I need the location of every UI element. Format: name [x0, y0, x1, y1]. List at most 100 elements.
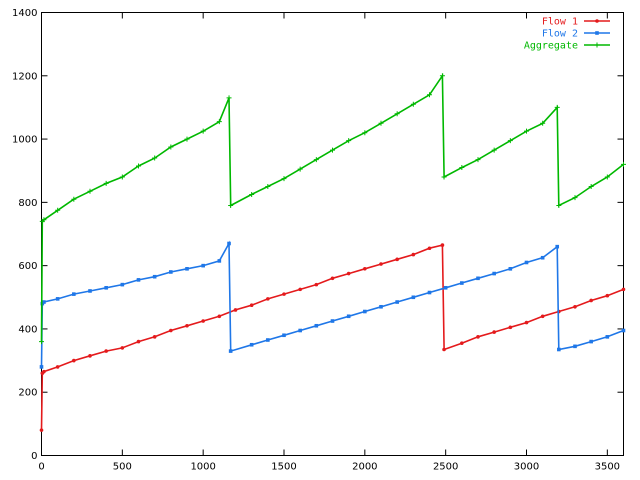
x-tick-label: 3000 [514, 462, 539, 473]
data-point-aggregate [588, 184, 594, 190]
x-tick-label: 1000 [190, 462, 215, 473]
data-point-aggregate [297, 166, 303, 172]
data-point-flow-2 [555, 244, 560, 249]
data-point-flow-1 [72, 358, 76, 363]
data-point-flow-1 [136, 339, 141, 344]
data-point-flow-1 [427, 246, 432, 251]
x-tick-label: 3500 [595, 462, 620, 473]
data-point-aggregate [439, 73, 445, 79]
data-point-flow-1 [395, 257, 399, 262]
data-point-aggregate [540, 120, 546, 126]
data-point-flow-1 [249, 303, 254, 307]
data-point-flow-1 [104, 349, 108, 353]
axis-ticks: 0 500 1000 1500 2000 2500 3000 3500 0 200 400 600 80… [12, 8, 624, 473]
data-point-flow-2 [395, 300, 399, 304]
plot-frame [41, 12, 624, 456]
data-point-flow-2 [330, 319, 335, 323]
data-point-flow-2 [282, 333, 286, 338]
y-tick-label: 800 [18, 198, 37, 209]
data-point-flow-2 [152, 274, 157, 279]
data-point-flow-1 [314, 282, 319, 287]
series-layer [39, 73, 626, 432]
data-point-flow-2 [136, 278, 141, 282]
series-aggregate [39, 73, 626, 345]
data-point-aggregate [249, 191, 255, 197]
data-point-aggregate [119, 174, 125, 180]
data-point-flow-1 [442, 347, 446, 352]
data-point-flow-1 [120, 346, 125, 350]
data-point-aggregate [152, 155, 158, 161]
data-point-flow-2 [492, 271, 496, 276]
data-point-aggregate [362, 130, 368, 136]
legend-marker-flow-1 [595, 19, 599, 23]
data-point-aggregate [71, 196, 77, 202]
data-point-aggregate [281, 176, 287, 182]
data-point-aggregate [330, 147, 335, 153]
data-point-flow-1 [411, 252, 416, 257]
data-point-flow-2 [411, 295, 416, 300]
data-point-flow-2 [443, 285, 448, 290]
y-tick-label: 0 [31, 451, 37, 462]
data-point-flow-2 [88, 289, 92, 293]
x-tick-label: 500 [113, 462, 132, 473]
y-tick-label: 1200 [12, 71, 37, 82]
x-tick-label: 2500 [433, 462, 458, 473]
data-point-aggregate [346, 138, 352, 144]
data-point-flow-2 [557, 347, 561, 352]
data-point-flow-2 [314, 323, 319, 328]
data-point-aggregate [39, 339, 44, 345]
data-point-aggregate [410, 101, 416, 107]
series-line-flow-2 [40, 240, 624, 367]
data-point-aggregate [475, 157, 481, 163]
data-point-aggregate [621, 161, 626, 167]
series-line-flow-1 [40, 244, 624, 431]
data-point-flow-1 [540, 314, 545, 319]
data-point-flow-2 [227, 241, 231, 246]
data-point-flow-2 [379, 304, 383, 309]
data-point-flow-1 [573, 304, 577, 309]
data-point-flow-1 [152, 335, 157, 339]
data-point-aggregate [394, 111, 400, 117]
data-point-aggregate [459, 165, 465, 171]
data-point-aggregate [184, 136, 190, 142]
data-point-aggregate [554, 104, 560, 110]
data-point-flow-2 [217, 259, 222, 263]
data-point-flow-1 [298, 287, 302, 292]
data-point-aggregate [41, 217, 47, 223]
data-point-flow-2 [573, 344, 577, 349]
data-point-flow-1 [282, 292, 286, 296]
data-point-aggregate [200, 128, 206, 134]
y-tick-label: 200 [18, 388, 37, 399]
data-point-flow-2 [540, 255, 545, 260]
data-point-flow-1 [346, 271, 351, 276]
data-point-aggregate [441, 174, 447, 180]
data-point-flow-1 [42, 369, 46, 374]
data-point-flow-2 [72, 292, 76, 296]
data-point-aggregate [313, 157, 319, 163]
legend-marker-flow-2 [595, 31, 599, 35]
data-point-flow-2 [249, 342, 254, 347]
data-point-flow-1 [460, 341, 464, 345]
legend-label-flow-2: Flow 2 [542, 29, 578, 40]
data-point-flow-2 [508, 267, 513, 271]
data-point-flow-1 [492, 330, 496, 334]
data-point-aggregate [228, 203, 234, 209]
data-point-flow-2 [104, 285, 108, 290]
data-point-flow-2 [589, 339, 593, 344]
data-point-flow-1 [508, 325, 513, 330]
data-point-flow-2 [363, 309, 367, 314]
data-point-flow-1 [621, 287, 626, 292]
data-point-aggregate [491, 147, 497, 153]
data-point-aggregate [226, 95, 232, 101]
data-point-flow-1 [330, 276, 335, 281]
data-point-flow-2 [169, 270, 173, 274]
data-point-flow-1 [201, 319, 205, 323]
series-flow-1 [39, 243, 626, 432]
data-point-flow-1 [39, 428, 44, 432]
data-point-flow-2 [298, 328, 302, 333]
data-point-flow-2 [427, 290, 432, 295]
data-point-flow-1 [379, 262, 383, 266]
data-point-aggregate [507, 138, 513, 144]
data-point-flow-1 [266, 297, 270, 301]
